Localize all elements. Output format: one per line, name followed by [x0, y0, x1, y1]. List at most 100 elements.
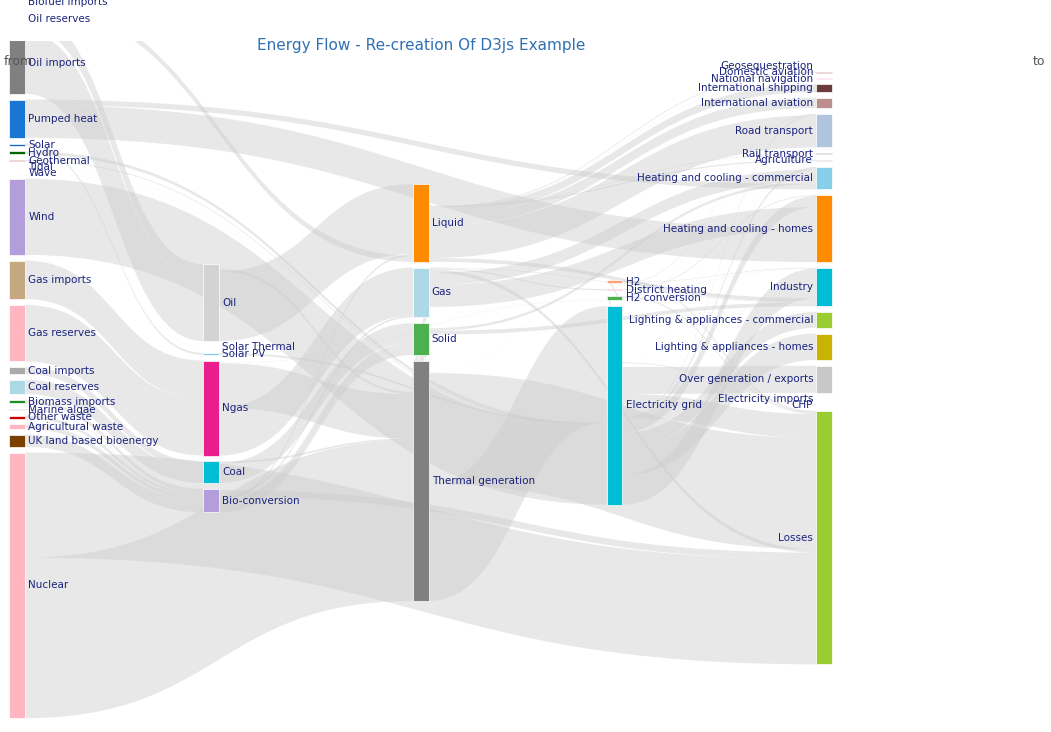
PathPatch shape	[622, 195, 817, 291]
Bar	[203, 489, 219, 512]
PathPatch shape	[219, 300, 606, 363]
PathPatch shape	[25, 367, 203, 468]
Text: International aviation: International aviation	[701, 98, 813, 108]
Bar	[817, 167, 832, 190]
Bar	[817, 195, 832, 262]
Text: International shipping: International shipping	[699, 83, 813, 93]
Text: Thermal generation: Thermal generation	[432, 476, 535, 486]
Bar	[9, 416, 25, 419]
PathPatch shape	[219, 254, 413, 500]
PathPatch shape	[429, 268, 606, 291]
Text: Coal imports: Coal imports	[28, 365, 95, 376]
PathPatch shape	[429, 84, 817, 216]
PathPatch shape	[25, 425, 203, 500]
Text: Solar: Solar	[28, 140, 55, 149]
PathPatch shape	[219, 363, 413, 438]
Text: from: from	[4, 55, 34, 68]
Bar	[9, 367, 25, 374]
Text: Lighting & appliances - commercial: Lighting & appliances - commercial	[628, 315, 813, 325]
PathPatch shape	[429, 154, 817, 206]
PathPatch shape	[25, 143, 203, 347]
PathPatch shape	[622, 268, 817, 283]
Text: Solar PV: Solar PV	[222, 349, 266, 359]
PathPatch shape	[25, 173, 606, 428]
Text: Energy Flow - Re-creation Of D3js Example: Energy Flow - Re-creation Of D3js Exampl…	[256, 37, 585, 53]
Bar	[606, 306, 622, 504]
Text: Lighting & appliances - homes: Lighting & appliances - homes	[655, 342, 813, 352]
PathPatch shape	[25, 441, 413, 718]
Bar	[606, 289, 622, 291]
PathPatch shape	[219, 291, 606, 347]
Text: Pumped heat: Pumped heat	[28, 113, 98, 124]
PathPatch shape	[622, 113, 817, 283]
PathPatch shape	[622, 160, 817, 419]
Text: Electricity imports: Electricity imports	[718, 394, 813, 403]
Bar	[817, 98, 832, 108]
Text: Bio-conversion: Bio-conversion	[222, 496, 300, 506]
PathPatch shape	[219, 343, 413, 512]
Bar	[817, 113, 832, 147]
Text: Domestic aviation: Domestic aviation	[719, 67, 813, 77]
Text: Gas reserves: Gas reserves	[28, 328, 97, 338]
PathPatch shape	[429, 269, 817, 553]
Text: Losses: Losses	[779, 533, 813, 542]
Text: Agricultural waste: Agricultural waste	[28, 422, 123, 432]
Bar	[817, 160, 832, 161]
Text: Heating and cooling - commercial: Heating and cooling - commercial	[637, 173, 813, 183]
PathPatch shape	[429, 268, 817, 302]
Bar	[817, 312, 832, 328]
Text: Road transport: Road transport	[736, 126, 813, 135]
Bar	[203, 264, 219, 341]
Text: Solar Thermal: Solar Thermal	[222, 342, 295, 352]
PathPatch shape	[429, 98, 817, 226]
Text: Electricity grid: Electricity grid	[625, 400, 702, 411]
Text: Rail transport: Rail transport	[742, 149, 813, 159]
Bar	[9, 380, 25, 394]
PathPatch shape	[622, 394, 817, 438]
PathPatch shape	[25, 380, 203, 483]
Text: Solid: Solid	[432, 334, 457, 344]
Text: Oil imports: Oil imports	[28, 58, 86, 68]
PathPatch shape	[219, 315, 413, 498]
Bar	[9, 400, 25, 403]
PathPatch shape	[25, 0, 413, 262]
PathPatch shape	[25, 305, 203, 455]
PathPatch shape	[622, 269, 817, 504]
Bar	[9, 452, 25, 718]
Text: Coal reserves: Coal reserves	[28, 382, 100, 392]
PathPatch shape	[429, 373, 817, 549]
PathPatch shape	[25, 261, 203, 399]
Text: to: to	[1032, 55, 1045, 68]
Bar	[606, 280, 622, 283]
PathPatch shape	[429, 182, 817, 331]
Text: CHP: CHP	[791, 400, 813, 410]
Text: District heating: District heating	[625, 285, 706, 295]
PathPatch shape	[429, 302, 817, 335]
PathPatch shape	[25, 33, 203, 341]
PathPatch shape	[622, 196, 817, 433]
PathPatch shape	[25, 435, 203, 512]
Text: Oil reserves: Oil reserves	[28, 14, 90, 24]
Text: Gas imports: Gas imports	[28, 275, 91, 285]
Bar	[817, 334, 832, 360]
Text: Gas: Gas	[432, 288, 452, 297]
PathPatch shape	[219, 269, 413, 395]
Text: H2: H2	[625, 277, 640, 287]
PathPatch shape	[25, 452, 817, 665]
PathPatch shape	[622, 296, 817, 414]
PathPatch shape	[606, 280, 622, 300]
Text: Oil: Oil	[222, 298, 236, 307]
Text: Industry: Industry	[770, 282, 813, 292]
PathPatch shape	[622, 312, 817, 449]
PathPatch shape	[429, 116, 817, 258]
Bar	[9, 100, 25, 138]
Bar	[817, 84, 832, 92]
PathPatch shape	[429, 170, 817, 285]
Text: Marine algae: Marine algae	[28, 405, 96, 414]
PathPatch shape	[429, 289, 606, 373]
PathPatch shape	[25, 167, 606, 428]
Text: Geothermal: Geothermal	[28, 156, 90, 165]
Bar	[9, 435, 25, 447]
PathPatch shape	[622, 153, 817, 419]
Text: Geosequestration: Geosequestration	[720, 61, 813, 71]
